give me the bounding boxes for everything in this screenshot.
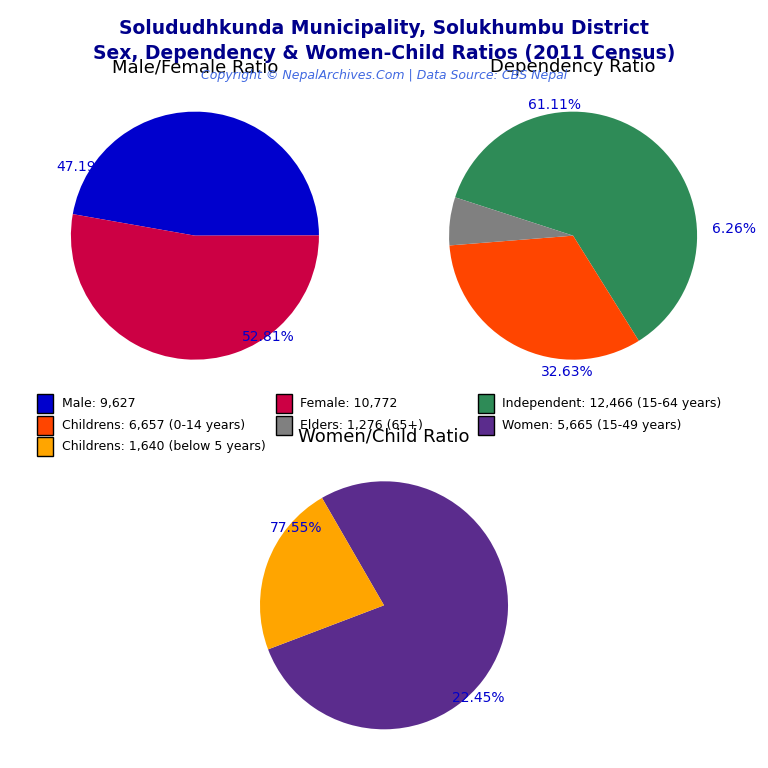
Text: Elders: 1,276 (65+): Elders: 1,276 (65+) [300,419,423,432]
Text: Male: 9,627: Male: 9,627 [62,397,136,410]
Wedge shape [268,482,508,730]
Title: Male/Female Ratio: Male/Female Ratio [111,58,278,76]
Text: Women: 5,665 (15-49 years): Women: 5,665 (15-49 years) [502,419,682,432]
FancyBboxPatch shape [38,437,53,456]
Text: 22.45%: 22.45% [452,691,505,705]
FancyBboxPatch shape [276,394,292,413]
FancyBboxPatch shape [276,415,292,435]
Text: Independent: 12,466 (15-64 years): Independent: 12,466 (15-64 years) [502,397,722,410]
Text: 47.19%: 47.19% [56,161,109,174]
Text: 6.26%: 6.26% [712,223,756,237]
Text: Sex, Dependency & Women-Child Ratios (2011 Census): Sex, Dependency & Women-Child Ratios (20… [93,44,675,63]
FancyBboxPatch shape [478,415,494,435]
Text: 52.81%: 52.81% [242,330,295,344]
FancyBboxPatch shape [478,394,494,413]
Wedge shape [73,111,319,236]
FancyBboxPatch shape [38,394,53,413]
Text: 32.63%: 32.63% [541,365,593,379]
Text: Female: 10,772: Female: 10,772 [300,397,398,410]
Text: Childrens: 1,640 (below 5 years): Childrens: 1,640 (below 5 years) [62,440,266,453]
Text: Copyright © NepalArchives.Com | Data Source: CBS Nepal: Copyright © NepalArchives.Com | Data Sou… [201,69,567,82]
Wedge shape [260,498,384,650]
Title: Women/Child Ratio: Women/Child Ratio [298,428,470,446]
Text: Solududhkunda Municipality, Solukhumbu District: Solududhkunda Municipality, Solukhumbu D… [119,19,649,38]
Wedge shape [449,236,639,359]
Text: 77.55%: 77.55% [270,521,323,535]
Wedge shape [449,197,573,246]
FancyBboxPatch shape [38,415,53,435]
Text: 61.11%: 61.11% [528,98,581,112]
Text: Childrens: 6,657 (0-14 years): Childrens: 6,657 (0-14 years) [62,419,245,432]
Title: Dependency Ratio: Dependency Ratio [490,58,656,76]
Wedge shape [455,111,697,341]
Wedge shape [71,214,319,359]
